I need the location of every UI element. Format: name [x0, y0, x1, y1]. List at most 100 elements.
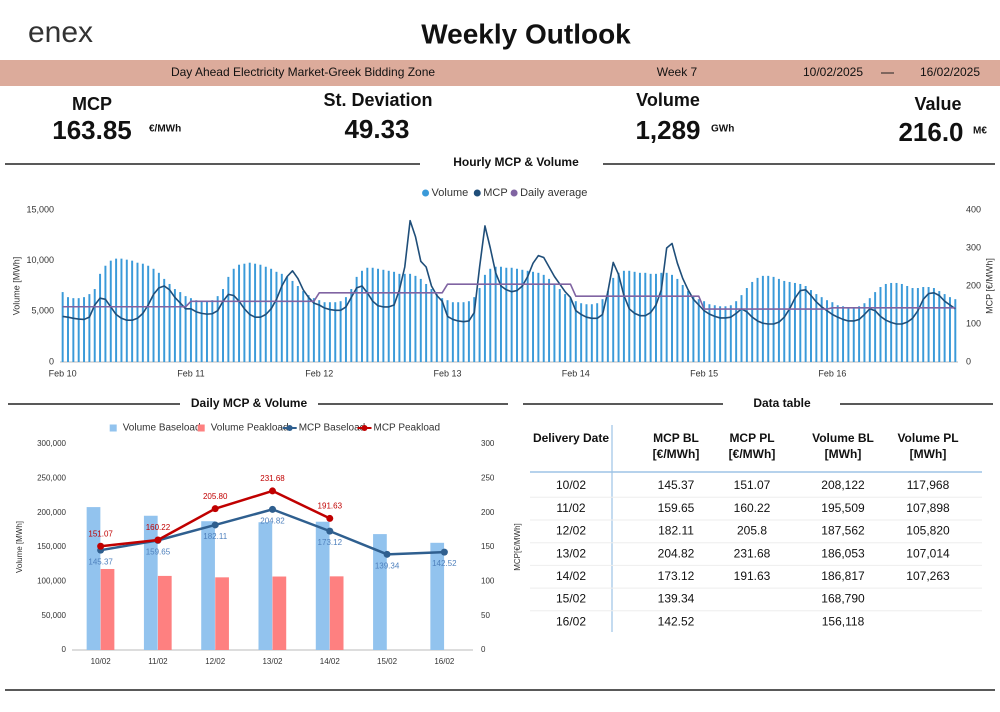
bar [377, 268, 380, 362]
bar [681, 284, 684, 362]
bar [328, 302, 331, 362]
bar [499, 266, 502, 362]
data-label: 160.22 [146, 523, 171, 532]
x-tick-label: 12/02 [205, 657, 226, 666]
table-cell: 168,790 [821, 592, 865, 606]
bar [291, 280, 294, 362]
y2-tick-label: 100 [966, 318, 981, 328]
bar [88, 294, 91, 362]
bar [366, 267, 369, 362]
bar [398, 273, 401, 362]
table-cell: 205.8 [737, 524, 767, 538]
bar [804, 286, 807, 362]
table-header-unit: [MWh] [825, 447, 862, 461]
bar [462, 302, 465, 362]
bar [660, 272, 663, 362]
bar [136, 262, 139, 362]
x-tick-label: 15/02 [377, 657, 398, 666]
bar [617, 272, 620, 362]
bar [884, 283, 887, 362]
bar [189, 298, 192, 362]
bar [441, 298, 444, 362]
table-cell: 160.22 [734, 501, 771, 515]
bar [222, 289, 224, 362]
bar [569, 298, 572, 362]
page-title: Weekly Outlook [421, 18, 631, 49]
bar [777, 278, 780, 362]
x-tick-label: Feb 12 [305, 368, 333, 378]
bar [783, 280, 786, 362]
data-label: 139.34 [375, 561, 400, 570]
bar [516, 268, 518, 362]
legend-label: Volume Peakload [211, 423, 289, 434]
x-tick-label: 14/02 [320, 657, 341, 666]
table-header-unit: [€/MWh] [729, 447, 776, 461]
bar [558, 289, 561, 362]
date-to: 16/02/2025 [920, 65, 980, 79]
data-label: 204.82 [260, 516, 285, 525]
table-cell: 139.34 [658, 592, 695, 606]
table-header-unit: [MWh] [910, 447, 947, 461]
y-tick-label: 0 [49, 356, 54, 366]
y2-tick-label: 200 [481, 508, 495, 517]
bar [272, 576, 287, 650]
table-header: Delivery Date [533, 431, 609, 445]
bar [692, 296, 695, 362]
x-tick-label: 13/02 [262, 657, 283, 666]
bar [751, 281, 754, 362]
bar [900, 283, 903, 362]
table-cell: 142.52 [658, 614, 695, 628]
table-cell: 107,014 [906, 546, 950, 560]
table-cell: 182.11 [658, 524, 694, 538]
bar [740, 295, 743, 362]
y2-tick-label: 150 [481, 542, 495, 551]
bar [772, 276, 775, 362]
bar [361, 270, 363, 362]
bar [86, 507, 101, 650]
y-tick-label: 5,000 [31, 306, 54, 316]
bar [916, 288, 919, 362]
legend-label: Daily average [520, 187, 587, 199]
data-label: 231.68 [260, 474, 285, 483]
table-cell: 107,263 [906, 569, 950, 583]
line-marker [326, 514, 334, 522]
kpi-label: Value [914, 94, 961, 114]
x-tick-label: Feb 13 [434, 368, 462, 378]
bar [387, 270, 390, 362]
legend-label: Volume Baseload [123, 423, 201, 434]
line-marker [269, 487, 276, 495]
bar [649, 273, 652, 362]
bar [521, 269, 524, 362]
bar [596, 303, 599, 362]
bar [373, 534, 387, 650]
table-cell: 186,053 [821, 546, 865, 560]
y2-tick-label: 50 [481, 611, 490, 620]
table-cell: 107,898 [906, 501, 950, 515]
bar [100, 568, 115, 650]
bar [815, 294, 818, 362]
line-marker [326, 527, 334, 535]
bar [215, 577, 229, 650]
x-tick-label: 11/02 [148, 657, 168, 666]
y2-tick-label: 200 [966, 280, 981, 290]
bar [537, 272, 540, 362]
logo: enex [28, 16, 93, 49]
bar [895, 282, 898, 362]
bar [248, 262, 251, 362]
bar [761, 275, 764, 362]
bar [457, 302, 460, 362]
legend-label: Volume [432, 187, 469, 199]
bar [419, 278, 422, 362]
y-tick-label: 10,000 [26, 255, 54, 265]
bar [200, 301, 203, 362]
date-from: 10/02/2025 [803, 65, 863, 79]
bar [425, 283, 428, 362]
bar [286, 276, 289, 362]
y2-axis-label: MCP[€/MWh] [513, 523, 522, 571]
bar [628, 270, 631, 362]
bar [451, 302, 454, 362]
kpi-value: 216.0 [898, 117, 963, 147]
section-title: Daily MCP & Volume [191, 396, 308, 410]
bar [858, 306, 861, 362]
bar [938, 291, 941, 362]
